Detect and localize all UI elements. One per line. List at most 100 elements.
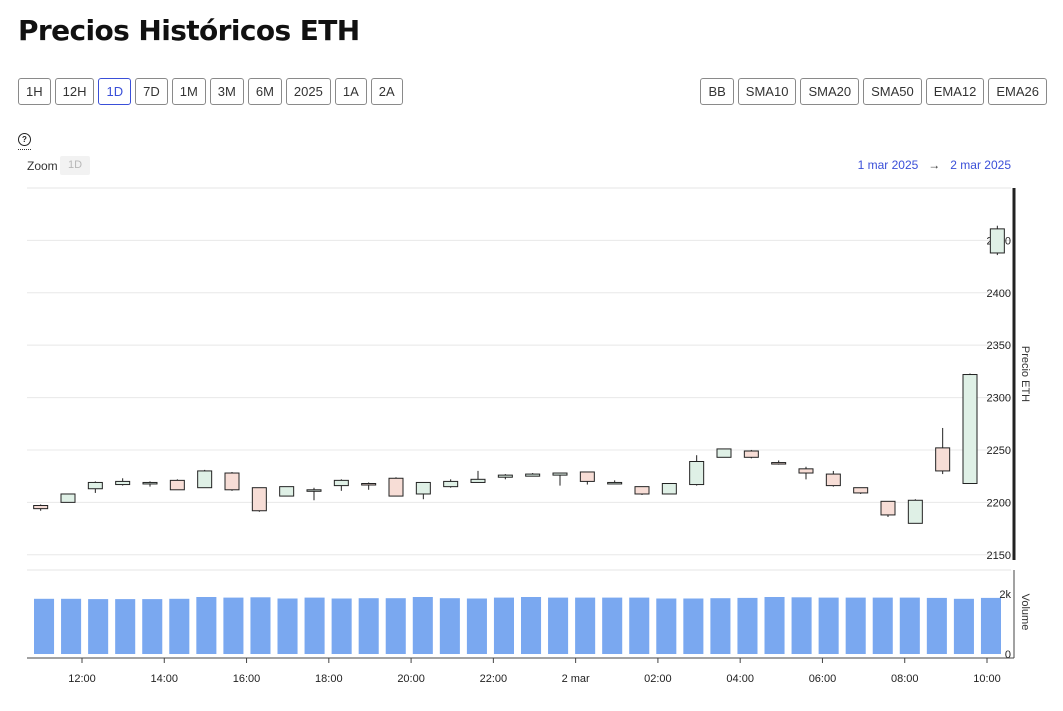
- volume-bar: [683, 598, 704, 654]
- volume-bar: [548, 597, 569, 654]
- period-button-12h[interactable]: 12H: [54, 78, 95, 105]
- period-button-1m[interactable]: 1M: [171, 78, 206, 105]
- candle-body: [443, 480, 459, 488]
- period-buttons: 1H 12H 1D 7D 1M 3M 6M 2025 1A 2A: [18, 78, 403, 105]
- indicator-button-bb[interactable]: BB: [700, 78, 734, 105]
- help-icon[interactable]: ?: [18, 133, 31, 146]
- volume-bar: [277, 598, 298, 654]
- price-tick-label: 2300: [987, 393, 1011, 405]
- volume-axis-title: Volume: [1019, 594, 1031, 631]
- volume-bar: [493, 597, 514, 654]
- time-tick-label: 04:00: [726, 673, 754, 685]
- volume-bar: [304, 597, 325, 654]
- candle-body: [743, 450, 759, 458]
- volume-bar: [818, 597, 839, 654]
- period-button-1d[interactable]: 1D: [98, 78, 132, 105]
- volume-bar: [34, 598, 55, 654]
- price-tick-label: 2350: [987, 340, 1011, 352]
- range-end-date[interactable]: 2 mar 2025: [950, 158, 1011, 172]
- volume-bar: [439, 598, 460, 654]
- period-button-2025[interactable]: 2025: [285, 78, 331, 105]
- volume-bar: [223, 597, 244, 654]
- volume-bar: [980, 597, 1001, 654]
- volume-tick-label: 2k: [999, 589, 1011, 601]
- price-tick-label: 2150: [987, 550, 1011, 562]
- volume-bar: [250, 597, 271, 654]
- time-tick-label: 2 mar: [562, 673, 590, 685]
- candle-body: [525, 473, 541, 477]
- candle-body: [989, 228, 1005, 254]
- candle-body: [169, 479, 185, 491]
- candle-body: [251, 487, 267, 512]
- volume-bar: [602, 597, 623, 654]
- price-axis-title: Precio ETH: [1019, 346, 1031, 402]
- volume-bar: [61, 598, 82, 654]
- time-tick-label: 08:00: [891, 673, 919, 685]
- indicator-button-sma10[interactable]: SMA10: [737, 78, 797, 105]
- candle-body: [661, 483, 677, 495]
- period-button-2a[interactable]: 2A: [370, 78, 403, 105]
- volume-bar: [88, 599, 109, 654]
- time-tick-label: 20:00: [397, 673, 425, 685]
- volume-bar: [575, 597, 596, 654]
- indicator-button-sma20[interactable]: SMA20: [800, 78, 860, 105]
- time-tick-label: 12:00: [68, 673, 96, 685]
- volume-bar: [845, 597, 866, 654]
- period-button-6m[interactable]: 6M: [247, 78, 282, 105]
- period-button-1a[interactable]: 1A: [334, 78, 367, 105]
- candle-body: [607, 481, 623, 485]
- candle-body: [552, 472, 568, 476]
- candle-body: [771, 462, 787, 465]
- zoom-level-button[interactable]: 1D: [60, 156, 91, 175]
- candle-body: [306, 489, 322, 492]
- price-tick-label: 2400: [987, 288, 1011, 300]
- volume-bar: [331, 598, 352, 654]
- candle-body: [224, 472, 240, 491]
- volume-bar: [466, 598, 487, 654]
- candle-body: [853, 487, 869, 494]
- period-button-1h[interactable]: 1H: [18, 78, 51, 105]
- indicator-buttons: BB SMA10 SMA20 SMA50 EMA12 EMA26: [700, 78, 1047, 105]
- time-tick-label: 22:00: [480, 673, 508, 685]
- volume-bar: [899, 597, 920, 654]
- volume-bar: [710, 598, 731, 654]
- candle-body: [279, 486, 295, 497]
- volume-tick-label: 0: [1005, 649, 1011, 661]
- volume-bar: [196, 597, 217, 654]
- candle-body: [935, 447, 951, 472]
- volume-bar: [169, 598, 190, 654]
- candle-body: [87, 481, 103, 490]
- volume-bar: [629, 597, 650, 654]
- period-button-3m[interactable]: 3M: [209, 78, 244, 105]
- candle-body: [962, 374, 978, 485]
- indicator-button-ema12[interactable]: EMA12: [925, 78, 985, 105]
- candle-body: [907, 499, 923, 524]
- candle-body: [115, 480, 131, 486]
- date-range: 1 mar 2025 → 2 mar 2025: [858, 158, 1011, 172]
- range-start-date[interactable]: 1 mar 2025: [857, 158, 919, 172]
- candle-body: [33, 505, 49, 510]
- candle-body: [716, 448, 732, 458]
- page-title: Precios Históricos ETH: [18, 14, 360, 47]
- time-tick-label: 18:00: [315, 673, 343, 685]
- volume-bar: [521, 597, 542, 654]
- period-button-7d[interactable]: 7D: [135, 78, 168, 105]
- time-tick-label: 16:00: [233, 673, 261, 685]
- help-underline: [18, 149, 31, 150]
- volume-bar: [764, 597, 785, 654]
- price-tick-label: 2200: [987, 497, 1011, 509]
- volume-bar: [872, 597, 893, 654]
- indicator-button-sma50[interactable]: SMA50: [863, 78, 922, 105]
- volume-bar: [791, 597, 812, 654]
- indicator-button-ema26[interactable]: EMA26: [988, 78, 1047, 105]
- candle-body: [60, 493, 76, 503]
- volume-bar: [926, 597, 947, 654]
- candle-body: [142, 481, 158, 485]
- range-arrow-icon: →: [928, 158, 941, 172]
- candle-body: [388, 477, 404, 497]
- candle-body: [333, 479, 349, 487]
- zoom-label: Zoom: [27, 159, 58, 173]
- candle-body: [197, 470, 213, 489]
- volume-bar: [737, 597, 758, 654]
